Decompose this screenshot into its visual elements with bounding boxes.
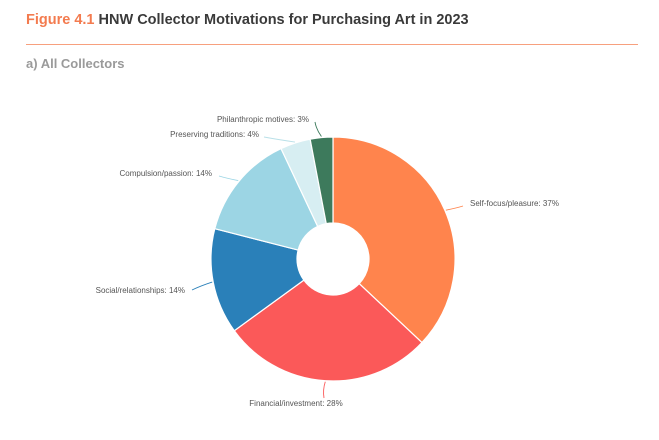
data-label-philanthropic-motives: Philanthropic motives: 3% (217, 115, 309, 124)
data-label-social-relationships: Social/relationships: 14% (96, 286, 185, 295)
data-label-financial-investment: Financial/investment: 28% (249, 399, 342, 408)
figure-header: Figure 4.1 HNW Collector Motivations for… (26, 12, 469, 28)
data-label-preserving-traditions: Preserving traditions: 4% (170, 130, 259, 139)
slice-philanthropic-motives (309, 136, 334, 225)
chart-subtitle: a) All Collectors (26, 56, 125, 71)
leader-line-social-relationships (191, 281, 213, 291)
figure-label: Figure 4.1 (26, 12, 95, 28)
leader-line-compulsion-passion (218, 175, 239, 182)
data-label-compulsion-passion: Compulsion/passion: 14% (120, 169, 213, 178)
data-label-self-focus-pleasure: Self-focus/pleasure: 37% (470, 199, 559, 208)
slice-social-relationships (210, 227, 305, 332)
leader-line-financial-investment (323, 381, 326, 399)
slice-financial-investment (233, 279, 423, 382)
leader-line-self-focus-pleasure (445, 205, 464, 211)
slice-self-focus-pleasure (332, 136, 456, 344)
header-divider (26, 44, 638, 45)
leader-line-preserving-traditions (263, 136, 296, 143)
slice-compulsion-passion (214, 147, 319, 251)
figure-title: HNW Collector Motivations for Purchasing… (98, 12, 469, 28)
leader-line-philanthropic-motives (314, 121, 322, 137)
